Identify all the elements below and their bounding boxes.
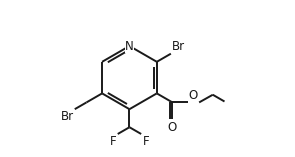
Text: O: O (167, 121, 176, 134)
Text: Br: Br (61, 110, 74, 123)
Text: Br: Br (172, 40, 185, 53)
Text: N: N (125, 40, 134, 53)
Text: F: F (110, 135, 116, 148)
Text: O: O (188, 89, 198, 102)
Text: F: F (142, 135, 149, 148)
